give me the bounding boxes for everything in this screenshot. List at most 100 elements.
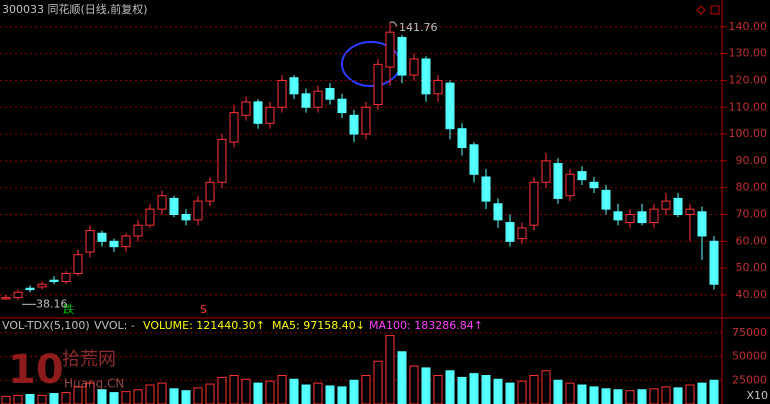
volume-bar	[157, 382, 167, 404]
volume-bar	[289, 378, 299, 404]
volume-bar	[589, 386, 599, 404]
y-tick-label: 75000	[732, 326, 767, 339]
volume-bar	[25, 394, 35, 404]
candle-body	[1, 297, 11, 300]
candle-body	[241, 101, 251, 116]
candle-body	[433, 79, 443, 95]
y-tick-label: 25000	[732, 373, 767, 386]
candle-body	[445, 82, 455, 130]
volume-bar	[601, 388, 611, 404]
candle-body	[25, 287, 35, 291]
candle-body	[541, 160, 551, 183]
y-tick-label: 80.00	[736, 181, 768, 194]
candle-body	[61, 272, 71, 283]
volume-bar	[529, 375, 539, 404]
candle-body	[361, 106, 371, 135]
watermark: 10 拾荒网 Huang.CN	[8, 347, 124, 393]
volume-bar	[97, 389, 107, 404]
volume-bar	[661, 386, 671, 404]
candle-body	[97, 232, 107, 242]
candle-body	[457, 128, 467, 148]
watermark-url: Huang.CN	[64, 377, 124, 391]
y-tick-label: 140.00	[729, 20, 768, 33]
volume-bar	[325, 385, 335, 404]
candle-body	[49, 279, 59, 283]
y-tick-label: 130.00	[729, 47, 768, 60]
candle-body	[637, 211, 647, 224]
volume-bar	[145, 384, 155, 404]
candle-body	[289, 77, 299, 95]
candle-body	[409, 58, 419, 76]
candle-body	[337, 98, 347, 114]
candle-body	[133, 224, 143, 237]
candle-body	[109, 240, 119, 248]
candle-body	[37, 283, 47, 288]
volume-bar	[169, 388, 179, 404]
candle-body	[649, 208, 659, 224]
candle-body	[313, 90, 323, 108]
candle-body	[169, 197, 179, 216]
y-tick-label: 60.00	[736, 234, 768, 247]
candle-body	[157, 195, 167, 210]
volume-bar	[181, 390, 191, 404]
watermark-text: 拾荒网	[62, 349, 116, 370]
candle-body	[85, 230, 95, 253]
max-pointer	[390, 21, 398, 27]
candle-body	[709, 240, 719, 285]
candle-body	[13, 291, 23, 299]
candle-body	[121, 235, 131, 248]
volume-bar	[481, 375, 491, 404]
volume-bar	[565, 382, 575, 404]
y-tick-label: 90.00	[736, 154, 768, 167]
volume-bar	[577, 384, 587, 404]
volume-bar	[85, 382, 95, 404]
scale-label: X10	[746, 389, 768, 402]
min-label: 38.16	[36, 297, 68, 310]
volume-bar	[421, 367, 431, 404]
max-label: 141.76	[399, 21, 438, 34]
y-tick-label: 40.00	[736, 288, 768, 301]
candle-body	[697, 211, 707, 237]
volume-bar	[385, 335, 395, 404]
window-icons	[696, 5, 720, 15]
volume-label: VOL-TDX(5,100)	[2, 319, 90, 332]
candle-body	[373, 63, 383, 106]
signal-label: S	[200, 303, 207, 316]
candle-body	[529, 181, 539, 226]
volume-bar	[61, 392, 71, 404]
volume-bar	[493, 378, 503, 404]
volume-bar	[205, 383, 215, 404]
volume-bar	[637, 389, 647, 404]
volume-bar	[217, 376, 227, 404]
candle-body	[217, 138, 227, 183]
candle-body	[661, 200, 671, 210]
candle-body	[229, 112, 239, 143]
y-tick-label: 100.00	[729, 127, 768, 140]
y-tick-label: 120.00	[729, 73, 768, 86]
candle-body	[325, 87, 335, 100]
volume-bar	[433, 375, 443, 404]
volume-bar	[253, 382, 263, 404]
volume-bar	[397, 351, 407, 404]
candle-body	[469, 144, 479, 175]
candle-body	[193, 200, 203, 221]
y-tick-label: 50.00	[736, 261, 768, 274]
candle-body	[517, 227, 527, 240]
volume-bar	[277, 375, 287, 404]
candle-body	[577, 171, 587, 181]
candle-body	[277, 79, 287, 108]
volume-bar	[673, 387, 683, 404]
candle-body	[73, 254, 83, 274]
candle-body	[145, 208, 155, 226]
y-tick-label: 110.00	[729, 100, 768, 113]
volume-bar	[349, 379, 359, 404]
volume-bar	[109, 392, 119, 404]
volume-bar	[373, 360, 383, 404]
volume-bar	[709, 379, 719, 404]
volume-bar	[541, 370, 551, 404]
candle-body	[349, 114, 359, 135]
volume-label: MA100: 183286.84↑	[369, 319, 483, 332]
volume-bar	[649, 388, 659, 404]
